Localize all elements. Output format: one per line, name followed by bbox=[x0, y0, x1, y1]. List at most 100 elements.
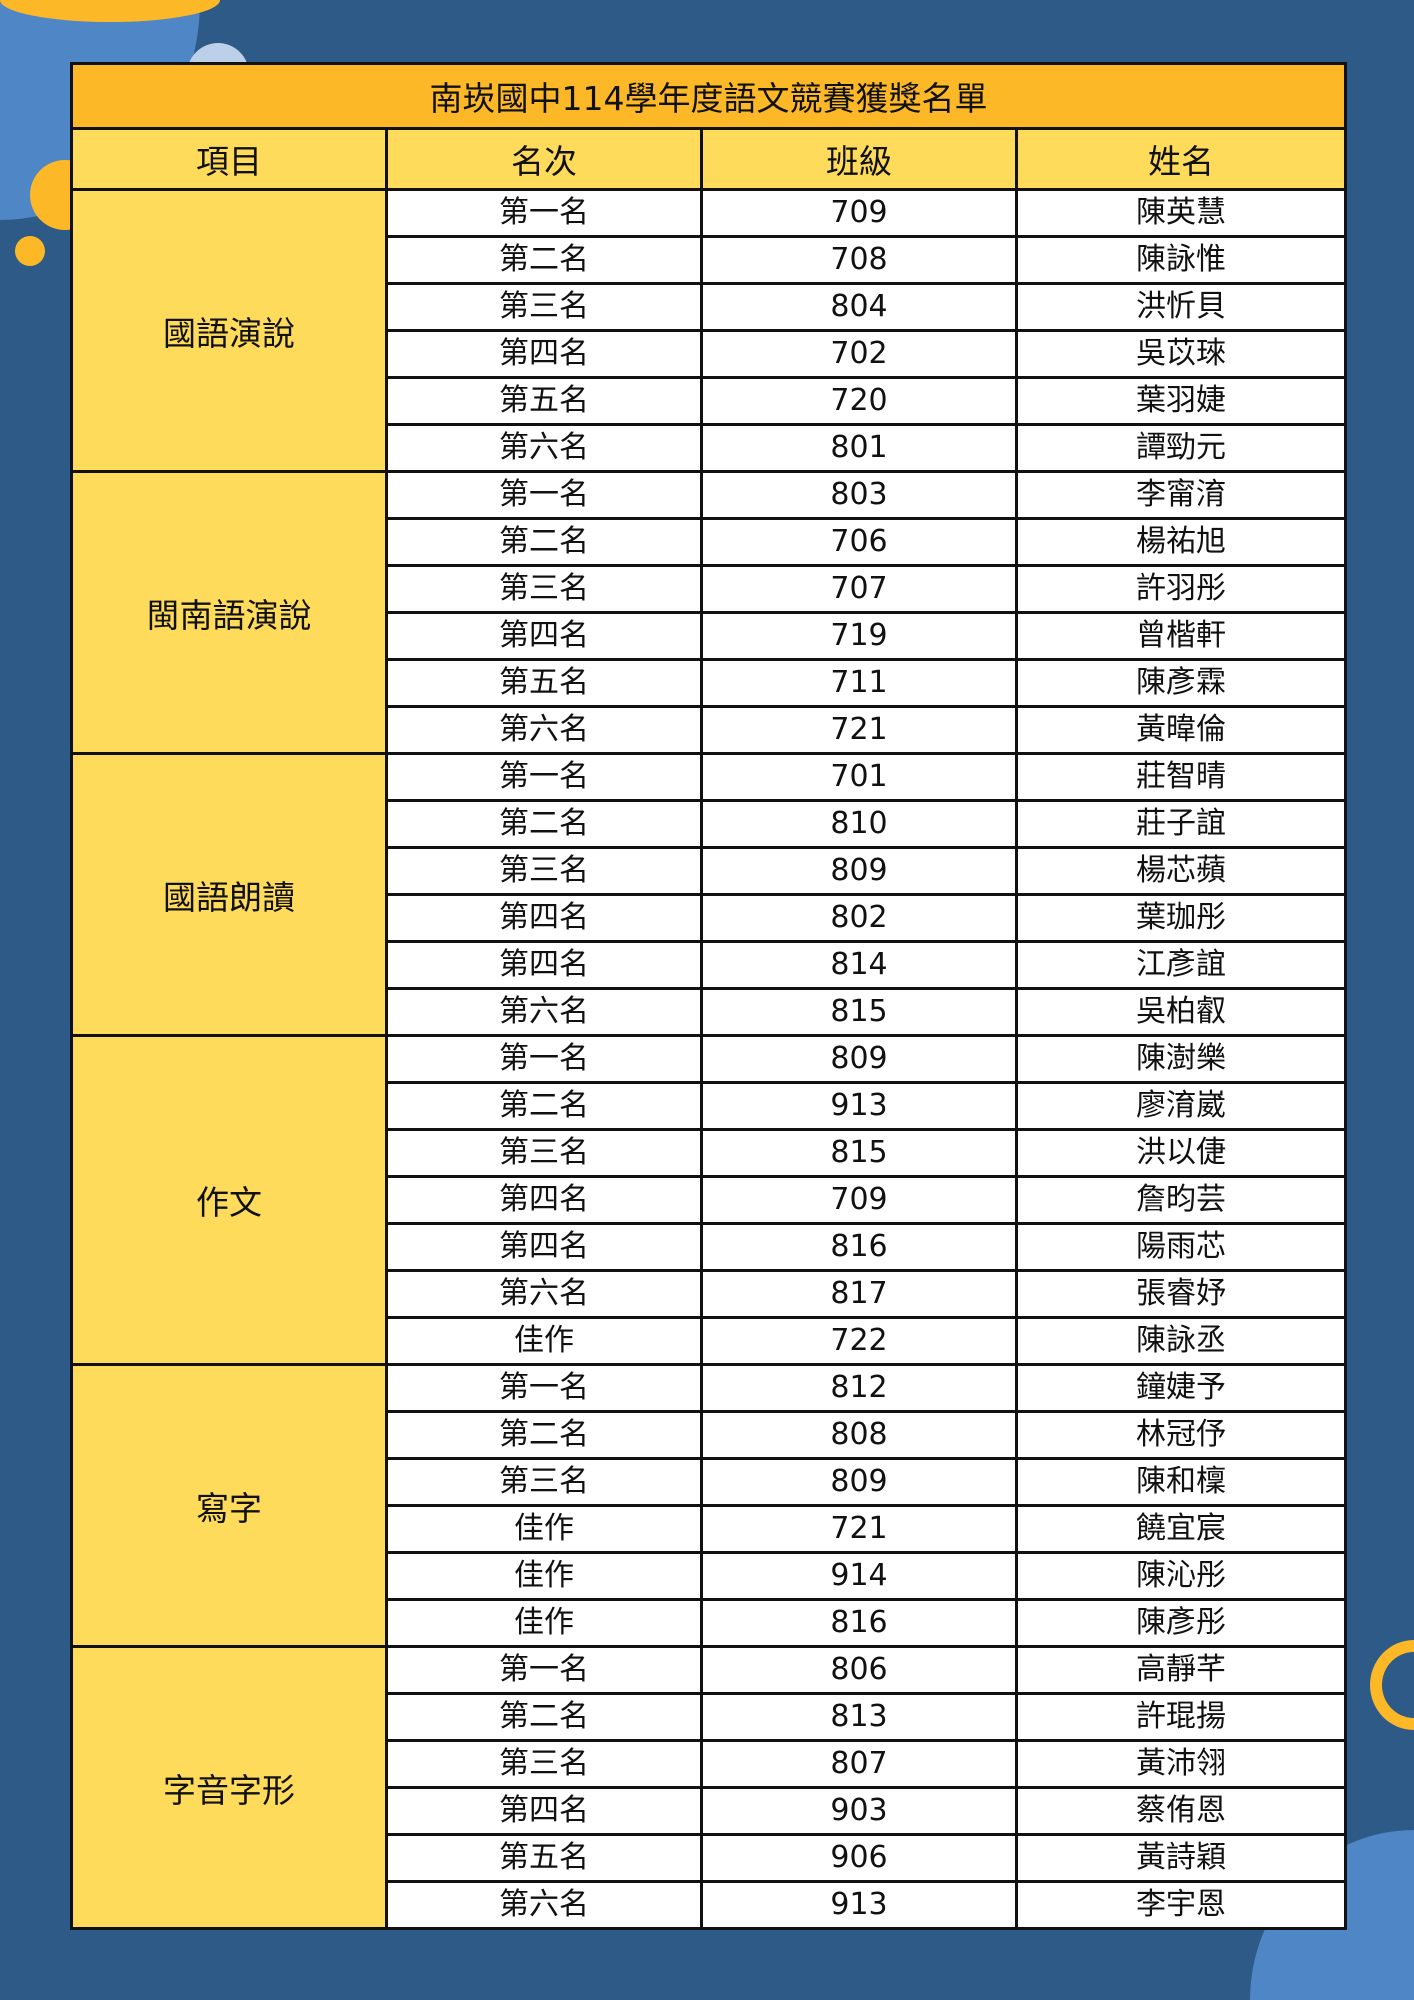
table-row: 字音字形 第一名 806 高靜芊 bbox=[70, 1645, 1347, 1930]
class-cell: 722 bbox=[700, 1316, 1018, 1366]
table-row: 第三名 809 陳和檁 bbox=[72, 1457, 1347, 1507]
table-row: 第四名 816 陽雨芯 bbox=[72, 1222, 1347, 1272]
table-row: 第六名 815 吳柏叡 bbox=[72, 987, 1347, 1037]
rank-cell: 佳作 bbox=[385, 1504, 703, 1554]
class-cell: 817 bbox=[700, 1269, 1018, 1319]
rank-cell: 第六名 bbox=[385, 423, 703, 473]
name-cell: 洪忻貝 bbox=[1015, 282, 1347, 332]
rank-cell: 第二名 bbox=[385, 517, 703, 567]
rank-cell: 第二名 bbox=[385, 1692, 703, 1742]
table-row: 第三名 807 黃沛翎 bbox=[72, 1739, 1347, 1789]
decor-arc-orange bbox=[0, 0, 220, 22]
table-row: 第四名 903 蔡侑恩 bbox=[72, 1786, 1347, 1836]
rank-cell: 第五名 bbox=[385, 658, 703, 708]
class-cell: 903 bbox=[700, 1786, 1018, 1836]
name-cell: 許羽彤 bbox=[1015, 564, 1347, 614]
name-cell: 吳柏叡 bbox=[1015, 987, 1347, 1037]
rank-cell: 第四名 bbox=[385, 1222, 703, 1272]
table-row: 第六名 913 李宇恩 bbox=[72, 1880, 1347, 1930]
name-cell: 楊祐旭 bbox=[1015, 517, 1347, 567]
table-row: 第四名 719 曾楷軒 bbox=[72, 611, 1347, 661]
name-cell: 詹昀芸 bbox=[1015, 1175, 1347, 1225]
table-row: 佳作 816 陳彥彤 bbox=[72, 1598, 1347, 1648]
table-row: 第六名 817 張睿妤 bbox=[72, 1269, 1347, 1319]
rank-cell: 第四名 bbox=[385, 893, 703, 943]
rank-cell: 第六名 bbox=[385, 705, 703, 755]
header-name: 姓名 bbox=[1015, 127, 1347, 191]
name-cell: 譚勁元 bbox=[1015, 423, 1347, 473]
name-cell: 黃詩穎 bbox=[1015, 1833, 1347, 1883]
table-row: 第四名 702 吳苡琜 bbox=[72, 329, 1347, 379]
class-cell: 815 bbox=[700, 987, 1018, 1037]
rank-cell: 佳作 bbox=[385, 1598, 703, 1648]
table-row: 第二名 810 莊子誼 bbox=[72, 799, 1347, 849]
table-row: 第二名 913 廖淯崴 bbox=[72, 1081, 1347, 1131]
class-cell: 806 bbox=[700, 1645, 1018, 1695]
table-row: 國語演說 第一名 709 陳英慧 bbox=[70, 188, 1347, 473]
category-cell: 國語演說 bbox=[70, 188, 388, 473]
class-cell: 702 bbox=[700, 329, 1018, 379]
header-category: 項目 bbox=[70, 127, 388, 191]
rank-cell: 第三名 bbox=[385, 564, 703, 614]
class-cell: 814 bbox=[700, 940, 1018, 990]
name-cell: 廖淯崴 bbox=[1015, 1081, 1347, 1131]
table-row: 第四名 709 詹昀芸 bbox=[72, 1175, 1347, 1225]
table-row: 佳作 914 陳沁彤 bbox=[72, 1551, 1347, 1601]
decor-dot-orange bbox=[15, 236, 45, 266]
name-cell: 陳英慧 bbox=[1015, 188, 1347, 238]
class-cell: 706 bbox=[700, 517, 1018, 567]
class-cell: 804 bbox=[700, 282, 1018, 332]
rank-cell: 第六名 bbox=[385, 987, 703, 1037]
table-row: 寫字 第一名 812 鐘婕予 bbox=[70, 1363, 1347, 1648]
rank-cell: 第三名 bbox=[385, 1128, 703, 1178]
rank-cell: 第五名 bbox=[385, 1833, 703, 1883]
rank-cell: 第一名 bbox=[385, 188, 703, 238]
table-row: 佳作 722 陳詠丞 bbox=[72, 1316, 1347, 1366]
class-cell: 720 bbox=[700, 376, 1018, 426]
rank-cell: 佳作 bbox=[385, 1551, 703, 1601]
name-cell: 莊子誼 bbox=[1015, 799, 1347, 849]
category-cell: 字音字形 bbox=[70, 1645, 388, 1930]
rank-cell: 第一名 bbox=[385, 470, 703, 520]
class-cell: 807 bbox=[700, 1739, 1018, 1789]
category-cell: 國語朗讀 bbox=[70, 752, 388, 1037]
category-cell: 作文 bbox=[70, 1034, 388, 1366]
class-cell: 906 bbox=[700, 1833, 1018, 1883]
name-cell: 張睿妤 bbox=[1015, 1269, 1347, 1319]
rank-cell: 第三名 bbox=[385, 846, 703, 896]
table-row: 第四名 802 葉珈彤 bbox=[72, 893, 1347, 943]
class-cell: 808 bbox=[700, 1410, 1018, 1460]
class-cell: 816 bbox=[700, 1222, 1018, 1272]
name-cell: 林冠伃 bbox=[1015, 1410, 1347, 1460]
rank-cell: 第一名 bbox=[385, 752, 703, 802]
table-row: 第二名 813 許琨揚 bbox=[72, 1692, 1347, 1742]
name-cell: 莊智晴 bbox=[1015, 752, 1347, 802]
class-cell: 803 bbox=[700, 470, 1018, 520]
class-cell: 707 bbox=[700, 564, 1018, 614]
class-cell: 719 bbox=[700, 611, 1018, 661]
table-row: 第五名 906 黃詩穎 bbox=[72, 1833, 1347, 1883]
rank-cell: 第二名 bbox=[385, 1410, 703, 1460]
table-row: 第三名 809 楊芯蘋 bbox=[72, 846, 1347, 896]
rank-cell: 第四名 bbox=[385, 1786, 703, 1836]
rank-cell: 第六名 bbox=[385, 1880, 703, 1930]
rank-cell: 第四名 bbox=[385, 611, 703, 661]
table-row: 第三名 804 洪忻貝 bbox=[72, 282, 1347, 332]
name-cell: 黃暐倫 bbox=[1015, 705, 1347, 755]
name-cell: 陳沁彤 bbox=[1015, 1551, 1347, 1601]
rank-cell: 第三名 bbox=[385, 282, 703, 332]
name-cell: 鐘婕予 bbox=[1015, 1363, 1347, 1413]
rank-cell: 第四名 bbox=[385, 1175, 703, 1225]
name-cell: 黃沛翎 bbox=[1015, 1739, 1347, 1789]
name-cell: 蔡侑恩 bbox=[1015, 1786, 1347, 1836]
table-row: 第三名 815 洪以倢 bbox=[72, 1128, 1347, 1178]
class-cell: 813 bbox=[700, 1692, 1018, 1742]
table-row: 第五名 711 陳彥霖 bbox=[72, 658, 1347, 708]
name-cell: 陳和檁 bbox=[1015, 1457, 1347, 1507]
name-cell: 葉羽婕 bbox=[1015, 376, 1347, 426]
rank-cell: 第一名 bbox=[385, 1645, 703, 1695]
rank-cell: 第五名 bbox=[385, 376, 703, 426]
rank-cell: 第四名 bbox=[385, 329, 703, 379]
rank-cell: 第四名 bbox=[385, 940, 703, 990]
name-cell: 陳詠惟 bbox=[1015, 235, 1347, 285]
